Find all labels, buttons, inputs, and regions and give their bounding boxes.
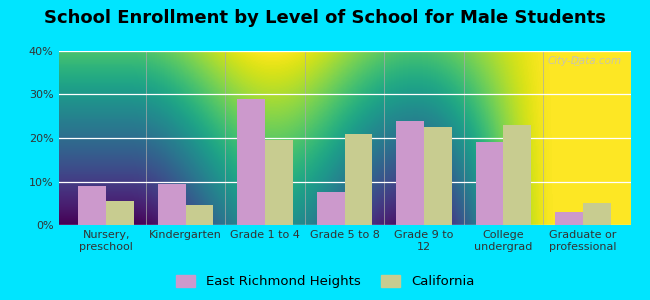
Bar — [476, 142, 503, 225]
Bar — [424, 127, 452, 225]
Bar — [237, 99, 265, 225]
Bar — [396, 121, 424, 225]
Bar — [265, 140, 293, 225]
Bar — [79, 186, 106, 225]
Bar — [158, 184, 186, 225]
Bar — [106, 201, 134, 225]
Bar — [555, 212, 583, 225]
Bar — [344, 134, 372, 225]
Legend: East Richmond Heights, California: East Richmond Heights, California — [170, 269, 480, 293]
Bar — [317, 192, 345, 225]
Bar — [186, 206, 213, 225]
Bar — [583, 203, 610, 225]
Text: City-Data.com: City-Data.com — [548, 56, 622, 66]
Text: ⓘ: ⓘ — [573, 55, 579, 65]
Text: School Enrollment by Level of School for Male Students: School Enrollment by Level of School for… — [44, 9, 606, 27]
Bar — [503, 125, 531, 225]
